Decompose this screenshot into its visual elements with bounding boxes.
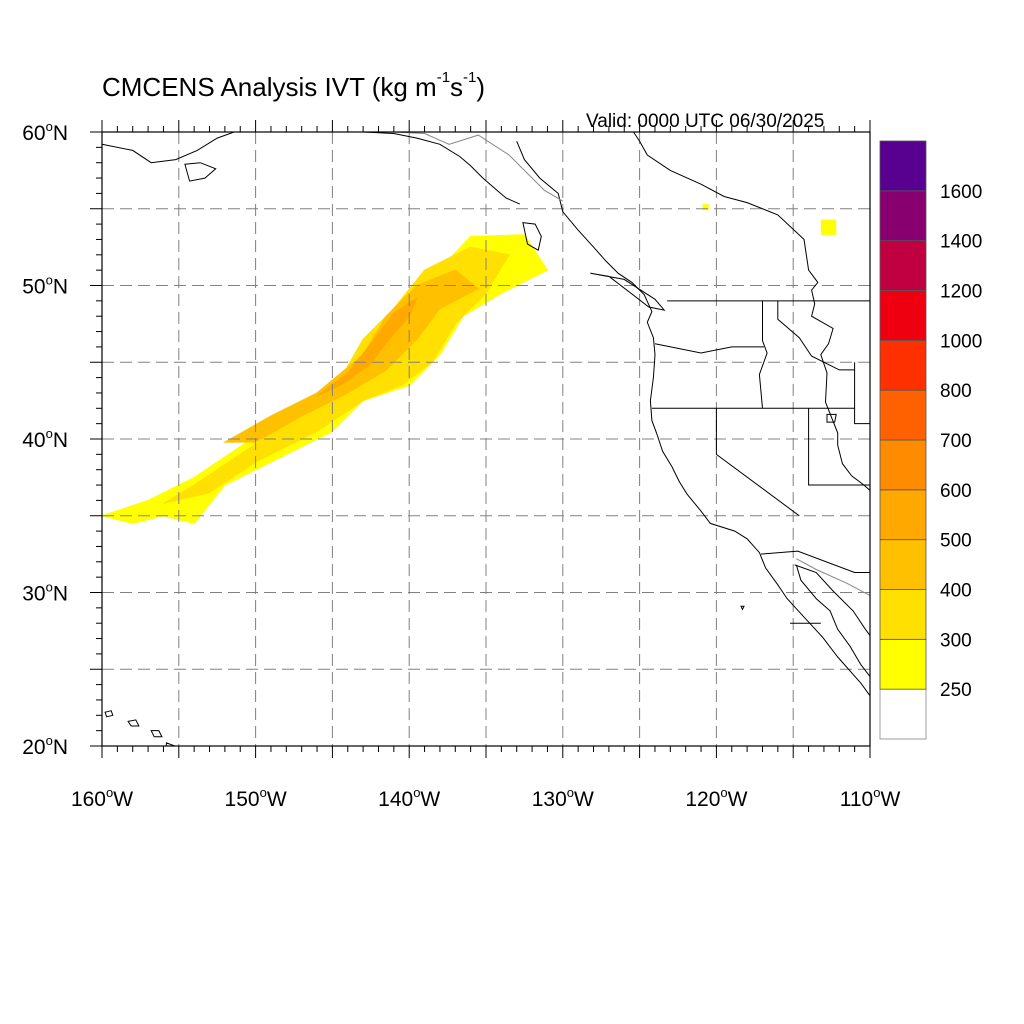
island-great-salt-lake <box>826 413 837 423</box>
title-unit-s: s <box>450 72 464 102</box>
colorbar-label: 700 <box>940 431 972 452</box>
lon-label: 130oW <box>532 785 594 811</box>
colorbar-swatch <box>879 290 927 341</box>
lon-label: 120oW <box>685 785 747 811</box>
coastlines-and-borders <box>102 132 870 746</box>
baja-sonora-border <box>796 558 870 597</box>
colorbar-swatch <box>879 240 927 291</box>
mainland-mexico-coastline <box>794 564 870 637</box>
lon-label: 110oW <box>840 785 901 811</box>
ivt-500-600 <box>316 296 418 397</box>
island-hawaii-oahu <box>127 719 140 727</box>
title-end: ) <box>476 72 486 102</box>
alaska-gulf-coastline <box>271 132 521 205</box>
nevada-california-border <box>715 408 800 517</box>
colorbar-swatch <box>879 688 927 740</box>
lat-label: 20oN <box>22 733 68 759</box>
colorbar-label: 1200 <box>940 282 982 303</box>
title-main: CMCENS Analysis IVT (kg m <box>102 72 437 102</box>
lon-label: 150oW <box>225 785 287 811</box>
colorbar-swatch <box>879 339 927 391</box>
page-title: CMCENS Analysis IVT (kg m-1s-1) <box>102 69 486 103</box>
colorbar: 250 300 400 500 600 700 800 1000 1200 1400 1600 <box>879 140 982 740</box>
island-vancouver <box>590 272 666 311</box>
valid-time-label: Valid: 0000 UTC 06/30/2025 <box>586 111 825 132</box>
west-coast-coastline <box>516 141 870 697</box>
alaska-coastline <box>102 132 235 164</box>
island-guadalupe <box>740 605 745 611</box>
colorbar-swatch <box>879 190 927 242</box>
axis-ticks <box>90 120 871 758</box>
colorbar-label: 500 <box>940 531 972 552</box>
lat-label: 60oN <box>22 119 68 145</box>
colorbar-swatch <box>879 140 927 192</box>
colorbar-label: 400 <box>940 581 972 602</box>
colorbar-label: 600 <box>940 481 972 502</box>
colorbar-label: 800 <box>940 381 972 402</box>
ivt-spot-small <box>702 204 709 211</box>
colorbar-label: 300 <box>940 630 972 651</box>
ivt-spot-northwest <box>820 219 837 235</box>
longitude-labels: 160oW 150oW 140oW 130oW 120oW 110oW <box>71 785 901 811</box>
island-haida-gwaii <box>522 222 542 251</box>
lat-label: 50oN <box>22 273 68 299</box>
colorbar-swatch <box>879 539 927 590</box>
lat-lon-grid <box>102 132 870 746</box>
colorbar-label: 1400 <box>940 232 982 253</box>
alaska-canada-border <box>393 132 564 202</box>
island-hawaii-maui <box>150 730 163 738</box>
oregon-washington-border <box>654 343 764 354</box>
lat-label: 40oN <box>22 426 68 452</box>
colorbar-label: 1000 <box>940 331 982 352</box>
colorbar-swatch <box>879 489 927 541</box>
island-hawaii-kauai <box>104 710 114 718</box>
idaho-border <box>758 300 768 409</box>
west-coast-coastline <box>633 132 870 492</box>
ivt-field <box>102 204 837 524</box>
lon-label: 160oW <box>71 785 133 811</box>
colorbar-swatch <box>879 389 927 441</box>
title-exponent-2: -1 <box>463 69 477 87</box>
arizona-border <box>808 408 870 486</box>
latitude-labels: 60oN 50oN 40oN 30oN 20oN <box>22 119 68 759</box>
lon-label: 140oW <box>378 785 440 811</box>
colorbar-label: 250 <box>940 680 972 701</box>
montana-idaho-border <box>777 300 855 371</box>
colorbar-label: 1600 <box>940 182 982 203</box>
island-kodiak <box>184 162 217 182</box>
colorbar-swatch <box>879 638 927 690</box>
colorbar-swatch <box>879 589 927 640</box>
us-mexico-border <box>760 550 870 573</box>
colorbar-swatch <box>879 439 927 491</box>
utah-wyoming-border <box>854 362 870 425</box>
ivt-400-500 <box>223 269 480 443</box>
lat-label: 30oN <box>22 580 68 606</box>
gulf-of-california-coastline <box>795 564 870 678</box>
title-exponent-1: -1 <box>436 69 451 87</box>
